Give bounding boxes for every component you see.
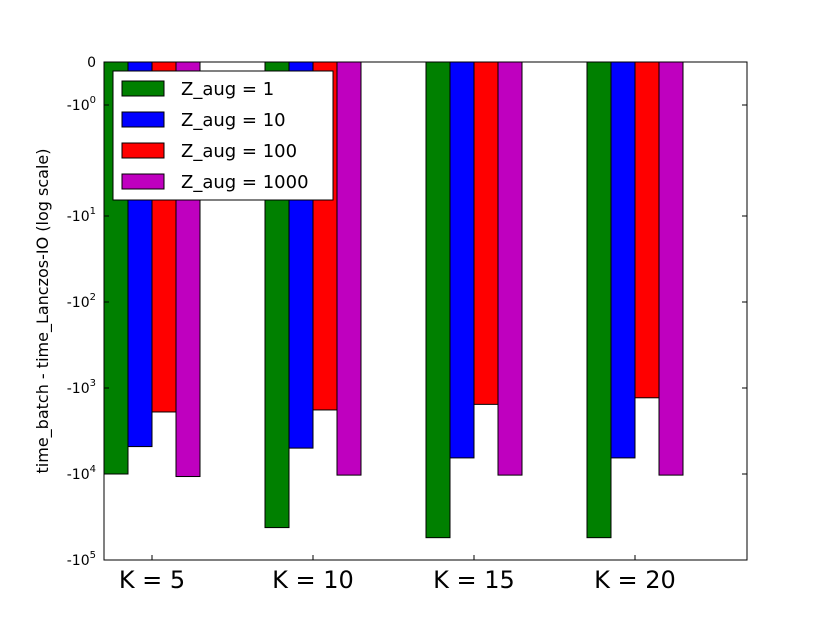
y-tick-label: -105 <box>67 550 96 569</box>
y-tick-label: 0 <box>87 55 96 71</box>
bar-z-aug-1000-4 <box>658 61 684 476</box>
y-axis-label: time_batch - time_Lanczos-IO (log scale) <box>33 149 53 474</box>
y-tick-label: -101 <box>67 206 96 225</box>
bar-z-aug-1-3 <box>425 61 451 539</box>
y-tick-label: -104 <box>67 464 96 483</box>
x-tick-label: K = 10 <box>272 566 354 594</box>
bar-z-aug-10-3 <box>449 61 475 459</box>
x-tick-label: K = 5 <box>119 566 185 594</box>
x-tick-label: K = 20 <box>594 566 676 594</box>
bar-z-aug-1000-3 <box>497 61 523 476</box>
y-axis: 0 -100 -101 -102 -103 -104 -105 <box>67 55 747 569</box>
x-axis: K = 5 K = 10 K = 15 K = 20 <box>119 62 676 594</box>
legend-swatch <box>121 173 165 190</box>
bar-z-aug-1000-2 <box>336 61 362 476</box>
legend-swatch <box>121 142 165 159</box>
legend: Z_aug = 1 Z_aug = 10 Z_aug = 100 Z_aug = 10… <box>112 70 334 201</box>
bar-z-aug-100-4 <box>634 61 660 399</box>
legend-label: Z_aug = 10 <box>181 110 286 131</box>
legend-label: Z_aug = 100 <box>181 141 297 162</box>
plot-frame <box>103 61 748 561</box>
legend-label: Z_aug = 1 <box>181 79 274 100</box>
legend-swatch <box>121 111 165 128</box>
legend-swatch <box>121 80 165 97</box>
y-tick-label: -100 <box>67 95 96 114</box>
y-tick-label: -103 <box>67 378 96 397</box>
bar-z-aug-10-4 <box>610 61 636 459</box>
legend-label: Z_aug = 1000 <box>181 172 309 193</box>
bar-z-aug-100-3 <box>473 61 499 405</box>
x-tick-label: K = 15 <box>433 566 515 594</box>
y-tick-label: -102 <box>67 292 96 311</box>
bar-z-aug-1-4 <box>586 61 612 539</box>
